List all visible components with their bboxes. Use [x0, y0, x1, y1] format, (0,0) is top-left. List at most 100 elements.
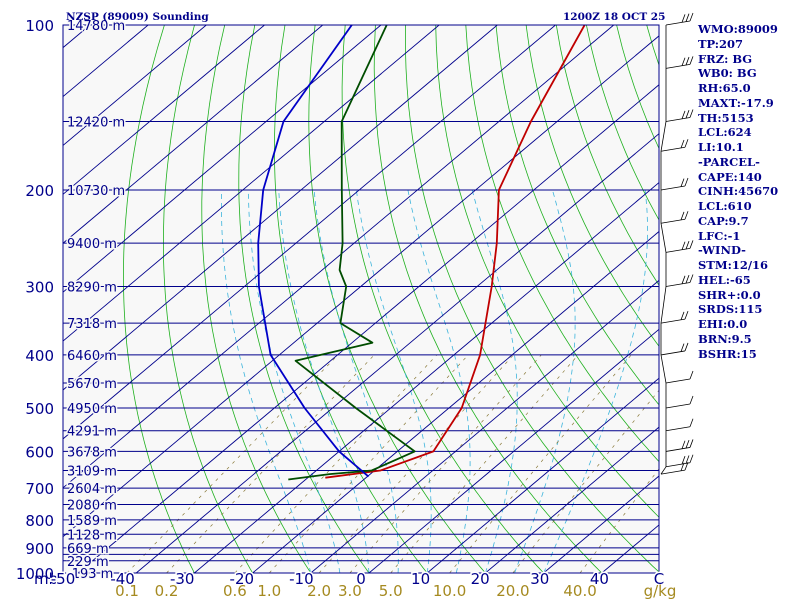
- pressure-tick-label: 400: [25, 347, 54, 365]
- chart-title: NZSP (89009) Sounding: [66, 11, 209, 23]
- wind-barb-flag: [685, 455, 690, 464]
- wind-barb-flag: [680, 462, 685, 471]
- pressure-tick-label: 500: [25, 400, 54, 418]
- temperature-tick-label: C: [654, 570, 664, 588]
- isotherm: [77, 84, 659, 573]
- index-line: MAXT:-17.9: [698, 95, 774, 110]
- index-line: HEL:-65: [698, 272, 751, 287]
- height-label: 2080 m: [67, 499, 117, 514]
- mixing-ratio-label: 20.0: [496, 582, 529, 600]
- index-line: RH:65.0: [698, 81, 751, 95]
- wind-barb-flag: [680, 178, 685, 187]
- height-label: 1589 m: [67, 514, 117, 529]
- pressure-tick-label: 200: [25, 182, 54, 200]
- wind-barb-flag: [689, 240, 694, 249]
- pressure-tick-label: 100: [25, 17, 54, 35]
- wind-barb-flag: [684, 311, 689, 320]
- wind-barb-flag: [681, 110, 686, 119]
- chart-time: 1200Z 18 OCT 25: [563, 11, 665, 23]
- index-line: CAPE:140: [698, 169, 762, 184]
- mixing-ratio-label: 0.1: [115, 582, 139, 600]
- wind-barb-flag: [684, 211, 689, 220]
- height-label: 2604 m: [67, 482, 117, 497]
- height-label: 229 m: [67, 555, 109, 570]
- mixing-ratio-label: g/kg: [644, 582, 677, 600]
- height-label: 3678 m: [67, 445, 117, 460]
- wind-trace: [660, 25, 667, 475]
- isotherm: [310, 279, 659, 573]
- plot-frame: [62, 24, 660, 574]
- wind-barb-flag: [684, 139, 689, 148]
- wind-barb-flag: [689, 109, 694, 118]
- isotherm: [63, 25, 382, 293]
- height-label: 12420 m: [67, 116, 125, 131]
- height-label: 9400 m: [67, 237, 117, 252]
- index-line: BRN:9.5: [698, 331, 752, 346]
- isotherm: [63, 25, 440, 342]
- temperature-profile: [325, 25, 586, 479]
- pressure-tick-label: 300: [25, 279, 54, 297]
- wind-barb-flag: [685, 13, 690, 22]
- index-line: EHI:0.0: [698, 317, 748, 331]
- isotherm: [63, 35, 659, 538]
- grid-layer: [63, 25, 659, 573]
- index-line: STM:12/16: [698, 258, 769, 272]
- height-label: 5670 m: [67, 377, 117, 392]
- moist-adiabat: [471, 189, 518, 573]
- index-line: TP:207: [698, 36, 744, 51]
- isotherm: [368, 328, 659, 573]
- index-line: SRDS:115: [698, 302, 763, 317]
- index-line: WMO:89009: [698, 22, 778, 36]
- index-line: FRZ: BG: [698, 51, 753, 66]
- mixing-ratio-label: 2.0: [307, 582, 331, 600]
- x-axis-unit-label: mb: [34, 570, 58, 588]
- wind-barb: [665, 403, 691, 409]
- temperature-tick-label: -50: [51, 570, 76, 588]
- isotherm: [543, 475, 659, 573]
- height-label: 6460 m: [67, 349, 117, 364]
- isotherm: [63, 25, 615, 489]
- moist-adiabat: [543, 189, 648, 573]
- index-line: BSHR:15: [698, 346, 757, 361]
- index-line: SHR+:0.0: [698, 287, 761, 302]
- plot-area: [63, 25, 659, 573]
- index-line: LI:10.1: [698, 140, 744, 154]
- index-line: WB0: BG: [698, 66, 757, 81]
- wind-barb-flag: [689, 274, 694, 283]
- wind-barb-flag: [685, 240, 690, 250]
- isotherm: [194, 181, 659, 573]
- wind-barb-flag: [689, 418, 694, 427]
- mixing-ratio-label: 5.0: [379, 582, 403, 600]
- mixing-ratio-label: 40.0: [563, 582, 596, 600]
- wind-barb-flag: [689, 56, 694, 65]
- isotherm: [63, 25, 324, 244]
- index-line: CAP:9.7: [698, 213, 749, 228]
- height-label: 10730 m: [67, 184, 125, 199]
- index-line: LCL:624: [698, 125, 752, 140]
- index-line: TH:5153: [698, 110, 754, 125]
- isotherm: [485, 426, 659, 573]
- height-label: 3109 m: [67, 465, 117, 480]
- temperature-tick-label: 20: [471, 570, 490, 588]
- height-label: 669 m: [67, 542, 109, 557]
- wind-barb-flag: [689, 439, 694, 448]
- data-layer: [257, 25, 586, 481]
- index-line: CINH:45670: [698, 184, 779, 199]
- index-line: LCL:610: [698, 199, 752, 213]
- index-line: -PARCEL-: [698, 154, 760, 169]
- wind-barb-flag: [685, 110, 690, 119]
- moist-adiabat: [313, 189, 399, 573]
- temperature-tick-label: -30: [170, 570, 195, 588]
- wind-barb-flag: [689, 395, 694, 405]
- temperature-tick-label: 40: [590, 570, 609, 588]
- height-label: 4291 m: [67, 425, 117, 440]
- isotherm: [63, 25, 498, 391]
- isotherm: [63, 25, 207, 147]
- wind-barb-flag: [685, 439, 690, 449]
- temperature-tick-label: 10: [411, 570, 430, 588]
- temperature-tick-label: -40: [110, 570, 135, 588]
- height-label: 4950 m: [67, 402, 117, 417]
- pressure-tick-label: 800: [25, 512, 54, 530]
